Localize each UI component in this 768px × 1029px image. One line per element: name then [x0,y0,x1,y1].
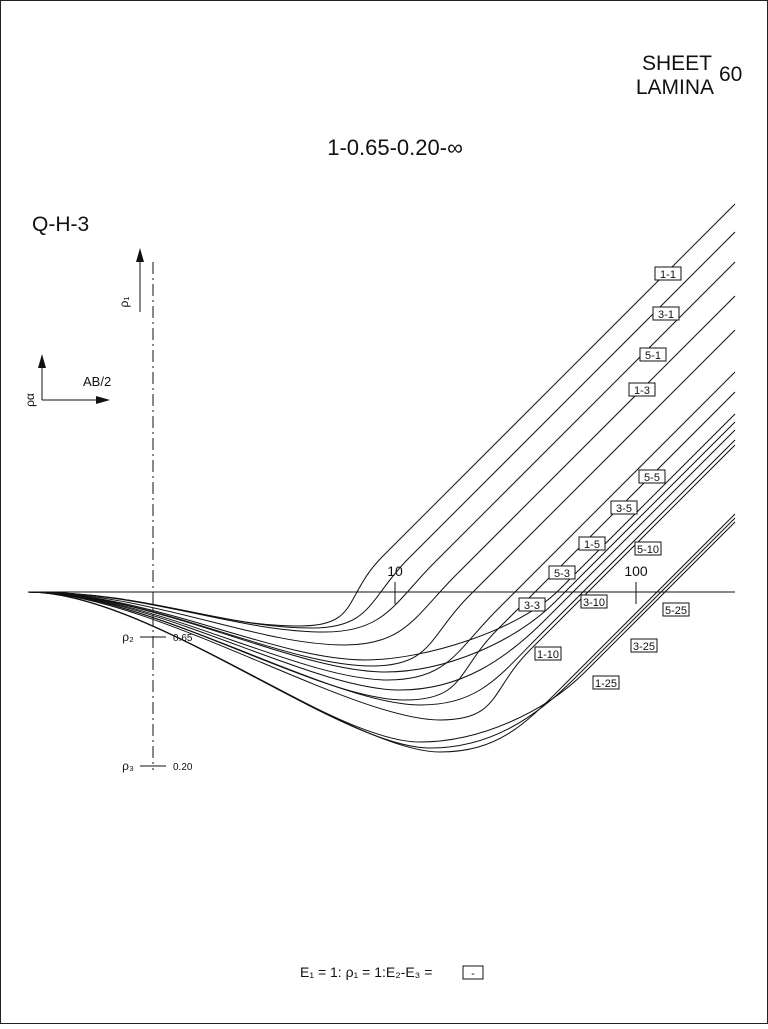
curve-label: 5-5 [644,472,660,484]
rho3-value: 0.20 [173,762,193,773]
model: Q-H-3 [32,213,89,236]
curve-label-box [578,536,606,551]
curve-label: 5-3 [554,568,570,580]
curve-label: 3-10 [583,597,605,609]
curve [27,329,736,667]
curve-label-box [534,646,562,661]
curve-label: 3-5 [616,503,632,515]
curve-label-box [518,597,546,612]
rho2-value: 0.65 [173,633,193,644]
arrow-head [38,354,46,368]
sheet-number: 60 [719,63,742,86]
curve-labels: 1-1 3-1 5-1 1-3 5-5 3-5 1-5 5-10 5-3 3-10 3-3 1-10 5… [518,266,690,690]
curve [27,371,736,681]
curve-label-box [634,541,662,556]
curve-label-box [652,306,680,321]
x-label-100: 100 [624,563,648,579]
curve-label-box [580,594,608,609]
rho3: ρ₃ [122,759,134,773]
title: 1-0.65-0.20-∞ [327,135,463,160]
curve-label: 1-5 [584,539,600,551]
curve-label-box [610,500,638,515]
curve-label: 1-25 [595,678,617,690]
curve-label: 1-1 [660,269,676,281]
rho2: ρ₂ [122,630,134,644]
curve-label: 3-3 [524,600,540,612]
curve-label: 1-3 [634,385,650,397]
x-label-10: 10 [387,563,403,579]
curve-label: 5-25 [665,605,687,617]
arrow-head [136,248,144,262]
footer-box [462,965,484,980]
curves [27,203,736,753]
ab2-label: AB/2 [83,374,111,389]
curve-label-box [630,638,658,653]
curve [27,413,736,661]
curve [27,444,736,721]
curve-label-box [662,602,690,617]
curve-label-box [548,565,576,580]
curve [27,295,736,646]
curve-label: 3-25 [633,641,655,653]
rho-top: ρ₁ [117,297,131,308]
curve [27,429,736,691]
curve [27,521,736,743]
footer: E₁ = 1: ρ₁ = 1:E₂-E₃ = [300,964,432,980]
curve-label: 5-10 [637,544,659,556]
curve-label-box [592,675,620,690]
arrow-head [96,396,110,404]
curve [27,261,736,633]
curve-label-box [639,347,667,362]
curve-label: 3-1 [658,309,674,321]
footer-box-text: - [471,968,475,980]
curve-label-box [654,266,682,281]
sheet-label: SHEET [642,52,712,75]
lamina-label: LAMINA [636,76,714,99]
curve-label: 5-1 [645,350,661,362]
rho-alpha: ρα [23,393,37,407]
curve [27,421,736,673]
curve [27,391,736,701]
curve-label-box [628,382,656,397]
curve-label-box [638,469,666,484]
curve-label: 1-10 [537,649,559,661]
